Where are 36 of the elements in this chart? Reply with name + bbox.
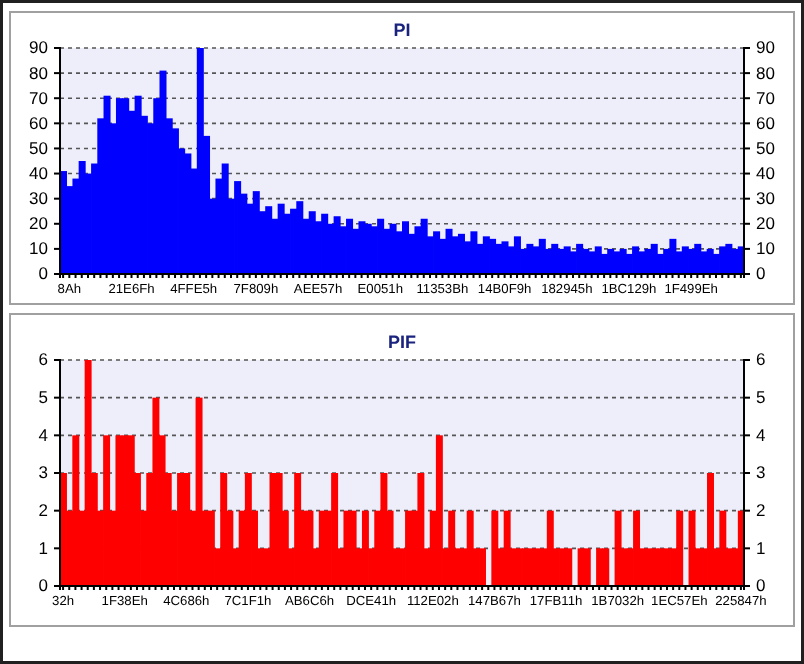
y-tick-label: 6 xyxy=(38,349,49,370)
y-tick-label: 40 xyxy=(29,163,49,183)
y2-tick-label: 10 xyxy=(756,238,776,259)
y-tick-label: 90 xyxy=(29,37,49,58)
y-tick-label: 10 xyxy=(29,238,49,259)
y-tick-label: 30 xyxy=(29,188,49,209)
y-tick-label: 0 xyxy=(38,263,49,284)
y-tick-label: 4 xyxy=(38,424,49,445)
y2-tick-label: 80 xyxy=(756,62,776,83)
y2-tick-label: 6 xyxy=(756,349,766,370)
y2-tick-label: 3 xyxy=(756,462,766,483)
chart-title: PIF xyxy=(387,332,417,352)
y2-tick-label: 1 xyxy=(756,537,766,558)
y2-tick-label: 40 xyxy=(756,163,776,183)
y2-tick-label: 4 xyxy=(756,424,766,445)
y2-tick-label: 0 xyxy=(756,575,766,596)
y2-tick-label: 50 xyxy=(756,137,776,158)
y-tick-label: 2 xyxy=(38,500,49,521)
y-tick-label: 50 xyxy=(29,137,49,158)
y-tick-label: 3 xyxy=(38,462,49,483)
chart-title: PI xyxy=(393,20,411,40)
y-tick-label: 0 xyxy=(38,575,49,596)
y2-tick-label: 5 xyxy=(756,387,766,408)
y-tick-label: 60 xyxy=(29,112,49,133)
y-tick-label: 5 xyxy=(38,387,49,408)
y2-tick-label: 2 xyxy=(756,500,766,521)
y2-tick-label: 90 xyxy=(756,37,776,58)
y-tick-label: 20 xyxy=(29,213,49,234)
y2-tick-label: 20 xyxy=(756,213,776,234)
y-tick-label: 80 xyxy=(29,62,49,83)
y2-tick-label: 60 xyxy=(756,112,776,133)
y2-tick-label: 0 xyxy=(756,263,766,284)
y2-tick-label: 30 xyxy=(756,188,776,209)
y2-tick-label: 70 xyxy=(756,87,776,108)
y-tick-label: 1 xyxy=(38,537,49,558)
y-tick-label: 70 xyxy=(29,87,49,108)
